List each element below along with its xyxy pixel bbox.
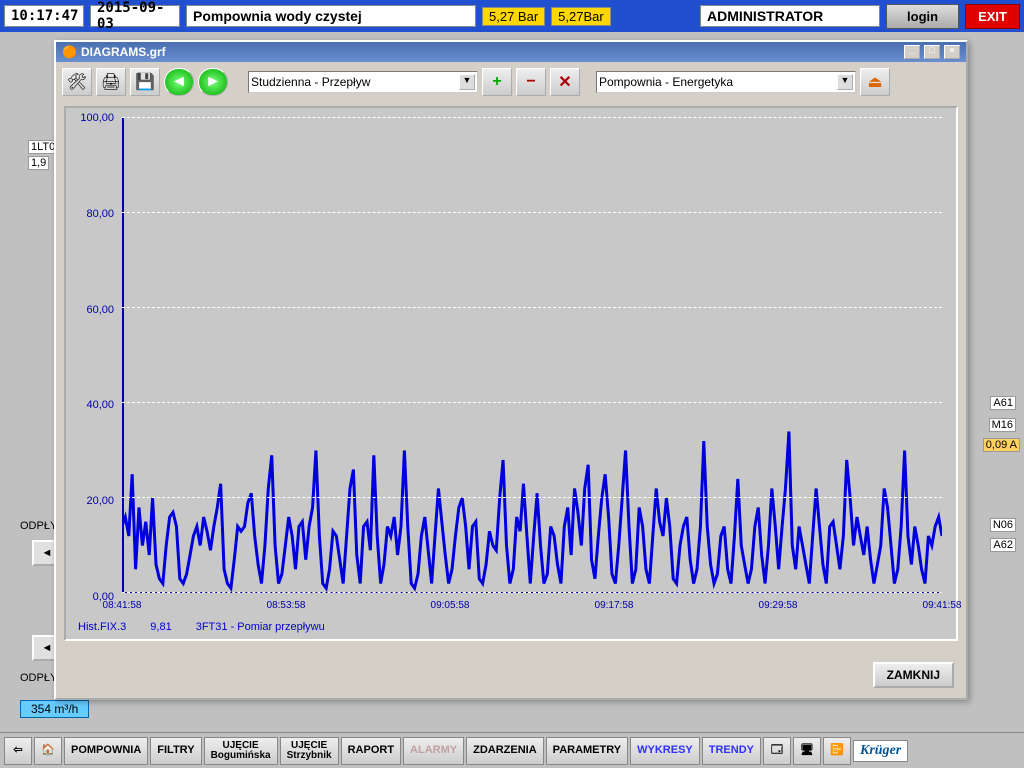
x-tick-label: 09:41:58 bbox=[923, 600, 962, 611]
y-tick-label: 60,00 bbox=[86, 304, 114, 316]
window-titlebar[interactable]: 🟠 DIAGRAMS.grf _ □ × bbox=[56, 42, 966, 62]
nav-home-icon[interactable]: 🏠 bbox=[34, 737, 62, 765]
y-tick-label: 100,00 bbox=[80, 112, 114, 124]
x-tick-label: 09:29:58 bbox=[759, 600, 798, 611]
current-value: 9,81 bbox=[150, 621, 171, 633]
x-tick-label: 08:53:58 bbox=[267, 600, 306, 611]
user-field: ADMINISTRATOR bbox=[700, 5, 880, 27]
save-button[interactable]: 💾 bbox=[130, 68, 160, 96]
y-tick-label: 40,00 bbox=[86, 399, 114, 411]
exit-button[interactable]: EXIT bbox=[965, 4, 1020, 29]
print-button[interactable]: 🖨 bbox=[96, 68, 126, 96]
group-dropdown-label: Pompownia - Energetyka bbox=[599, 75, 733, 89]
line-series bbox=[122, 118, 942, 593]
add-button[interactable]: + bbox=[482, 68, 512, 96]
maximize-button[interactable]: □ bbox=[924, 45, 940, 59]
bg-r-m16: M16 bbox=[989, 418, 1016, 432]
kruger-logo: Krüger bbox=[853, 740, 908, 762]
nav-ujęcie[interactable]: UJĘCIEStrzybnik bbox=[280, 737, 339, 765]
flow-value: 354 m³/h bbox=[20, 700, 89, 718]
bg-r-current: 0,09 A bbox=[983, 438, 1020, 452]
pressure-1: 5,27 Bar bbox=[482, 7, 545, 26]
nav-trendy[interactable]: TRENDY bbox=[702, 737, 761, 765]
tool-icon-2[interactable]: 🖥 bbox=[793, 737, 821, 765]
bottom-nav: ⇦ 🏠 POMPOWNIAFILTRYUJĘCIEBogumińskaUJĘCI… bbox=[0, 732, 1024, 768]
x-tick-label: 08:41:58 bbox=[103, 600, 142, 611]
nav-wykresy[interactable]: WYKRESY bbox=[630, 737, 700, 765]
x-tick-label: 09:17:58 bbox=[595, 600, 634, 611]
nav-ujęcie[interactable]: UJĘCIEBogumińska bbox=[204, 737, 278, 765]
gridline bbox=[122, 402, 942, 403]
bg-r-a61: A61 bbox=[990, 396, 1016, 410]
gridline bbox=[122, 497, 942, 498]
window-title: DIAGRAMS.grf bbox=[81, 45, 166, 59]
series-dropdown[interactable]: Studzienna - Przepływ ▼ bbox=[248, 71, 478, 93]
series-description: 3FT31 - Pomiar przepływu bbox=[196, 621, 325, 633]
top-bar: 10:17:47 2015-09-03 Pompownia wody czyst… bbox=[0, 0, 1024, 32]
tool-config-button[interactable]: 🛠 bbox=[62, 68, 92, 96]
chart-footer: Hist.FIX.3 9,81 3FT31 - Pomiar przepływu bbox=[78, 621, 325, 633]
nav-alarmy[interactable]: ALARMY bbox=[403, 737, 464, 765]
group-dropdown[interactable]: Pompownia - Energetyka ▼ bbox=[596, 71, 856, 93]
diagrams-window: 🟠 DIAGRAMS.grf _ □ × 🛠 🖨 💾 ◄ ► Studzienn… bbox=[54, 40, 968, 700]
tool-icon-3[interactable]: 📴 bbox=[823, 737, 851, 765]
nav-zdarzenia[interactable]: ZDARZENIA bbox=[466, 737, 544, 765]
bg-r-a62: A62 bbox=[990, 538, 1016, 552]
chevron-down-icon: ▼ bbox=[837, 74, 853, 90]
date: 2015-09-03 bbox=[90, 5, 180, 27]
eject-button[interactable]: ⏏ bbox=[860, 68, 890, 96]
plot bbox=[122, 118, 942, 593]
gridline bbox=[122, 117, 942, 118]
pressure-2: 5,27Bar bbox=[551, 7, 611, 26]
close-window-button[interactable]: × bbox=[944, 45, 960, 59]
gridline bbox=[122, 212, 942, 213]
bg-r-n06: N06 bbox=[990, 518, 1016, 532]
tool-icon-1[interactable]: 🗔 bbox=[763, 737, 791, 765]
screen-title: Pompownia wody czystej bbox=[186, 5, 476, 27]
gridline bbox=[122, 592, 942, 593]
nav-forward-button[interactable]: ► bbox=[198, 68, 228, 96]
nav-raport[interactable]: RAPORT bbox=[341, 737, 401, 765]
delete-button[interactable]: ✕ bbox=[550, 68, 580, 96]
nav-back-icon[interactable]: ⇦ bbox=[4, 737, 32, 765]
clock: 10:17:47 bbox=[4, 5, 84, 27]
gridline bbox=[122, 307, 942, 308]
remove-button[interactable]: − bbox=[516, 68, 546, 96]
hist-label: Hist.FIX.3 bbox=[78, 621, 126, 633]
y-tick-label: 20,00 bbox=[86, 495, 114, 507]
bg-odply-2: ODPŁY bbox=[20, 672, 57, 684]
chart-area: Hist.FIX.3 9,81 3FT31 - Pomiar przepływu… bbox=[64, 106, 958, 641]
nav-parametry[interactable]: PARAMETRY bbox=[546, 737, 628, 765]
bg-val-1: 1,9 bbox=[28, 156, 49, 170]
bg-odply-1: ODPŁY bbox=[20, 520, 57, 532]
series-dropdown-label: Studzienna - Przepływ bbox=[251, 75, 370, 89]
nav-filtry[interactable]: FILTRY bbox=[150, 737, 201, 765]
zamknij-button[interactable]: ZAMKNIJ bbox=[873, 662, 954, 688]
y-tick-label: 80,00 bbox=[86, 208, 114, 220]
chevron-down-icon: ▼ bbox=[459, 74, 475, 90]
nav-back-button[interactable]: ◄ bbox=[164, 68, 194, 96]
dialog-toolbar: 🛠 🖨 💾 ◄ ► Studzienna - Przepływ ▼ + − ✕ … bbox=[56, 62, 966, 102]
minimize-button[interactable]: _ bbox=[904, 45, 920, 59]
app-icon: 🟠 bbox=[62, 45, 77, 59]
login-button[interactable]: login bbox=[886, 4, 959, 29]
x-tick-label: 09:05:58 bbox=[431, 600, 470, 611]
nav-pompownia[interactable]: POMPOWNIA bbox=[64, 737, 148, 765]
